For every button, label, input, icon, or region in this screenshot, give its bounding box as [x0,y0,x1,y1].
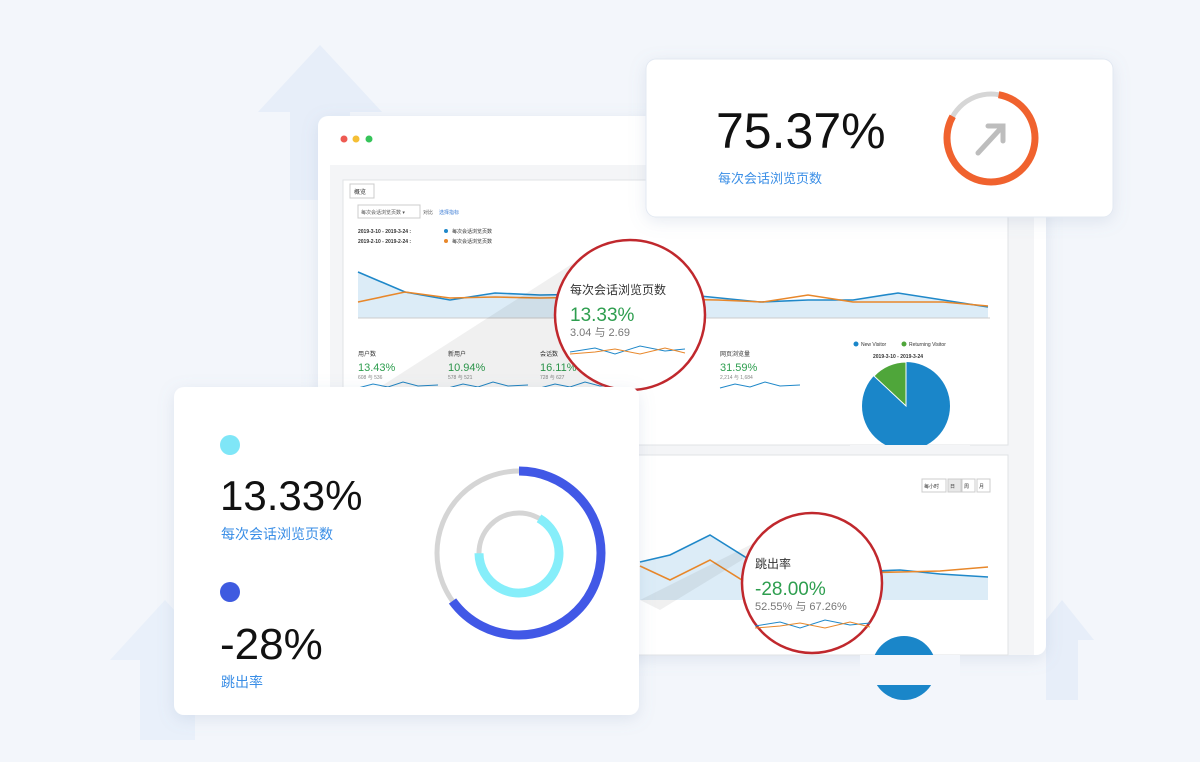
pie-slice [873,361,907,408]
zoom-title: 每次会话浏览页数 [570,282,666,297]
kpi-name: 网页浏览量 [720,350,750,358]
ring-arc [474,508,564,598]
kpi-compare: 2,214 与 1,684 [720,374,753,381]
kpi-name: 新用户 [448,350,466,358]
kpi-compare: 728 与 627 [540,374,565,381]
arrow-icon [975,123,1006,156]
pie-cut [860,655,960,685]
metric-select: 每次会话浏览页数 ▾ [361,209,405,216]
metric-label: 每次会话浏览页数 [221,526,333,542]
kpi-sparkline [447,381,529,389]
kpi-change: 10.94% [448,362,486,374]
top-card-value: 75.37% [716,103,886,159]
period-label: 每小时 [924,483,939,490]
legend-dot [444,239,448,243]
kpi-change: 16.11% [540,362,577,374]
legend-dot [444,229,448,233]
period-button [947,478,962,493]
ring-arc [432,466,606,640]
choose-metric: 选择指标 [439,209,459,216]
period-button [961,478,976,493]
zoom-cone [640,540,760,610]
zoom-change: 13.33% [570,305,635,326]
top-card [645,58,1114,218]
period-label: 日 [950,484,955,490]
date-range: 2019-3-10 - 2019-3-24 : [358,229,411,235]
kpi-name: 会话数 [540,350,558,358]
date-range: 2019-2-10 - 2019-2-24 : [358,239,411,245]
pie-legend: Returning Visitor [909,342,946,348]
metric-value: 13.33% [220,472,362,519]
metric-dot [220,435,240,455]
zoom-change: -28.00% [755,579,826,600]
zoom-sparkline [569,345,686,355]
metric-label: 跳出率 [221,674,263,690]
kpi-name: 用户数 [358,350,376,358]
metric-value: -28% [220,620,323,669]
area [640,535,988,600]
period-button [976,478,991,493]
zoom-sparkline [569,347,686,355]
window-dot [352,135,360,143]
metric-select-box [357,204,421,219]
period-label: 周 [964,484,969,490]
zoom-compare: 3.04 与 2.69 [570,326,630,339]
period-button [921,478,947,493]
window-dot [340,135,348,143]
kpi-compare: 608 与 536 [358,374,383,381]
legend-metric: 每次会话浏览页数 [452,228,492,235]
window-dot [365,135,373,143]
zoom-sparkline [754,621,871,629]
kpi-sparkline [719,381,801,389]
legend-metric: 每次会话浏览页数 [452,238,492,245]
top-card-label: 每次会话浏览页数 [718,171,822,186]
kpi-compare: 578 与 521 [448,374,473,381]
tab [349,183,375,199]
metric-dot [220,582,240,602]
area [358,272,988,318]
legend-dot [853,341,859,347]
period-label: 月 [979,484,984,490]
kpi-sparkline [357,381,439,389]
kpi-change: 31.59% [720,362,758,374]
zoom-sparkline [754,619,871,629]
tab-label: 概览 [354,188,366,196]
legend-dot [901,341,907,347]
zoom-title: 跳出率 [755,556,791,571]
kpi-change: 13.43% [358,362,396,374]
zoom-lens [740,511,884,655]
compare-label: 对比 [423,209,433,216]
pie-date: 2019-3-10 - 2019-3-24 [873,354,923,360]
zoom-compare: 52.55% 与 67.26% [755,600,847,613]
pie-legend: New Visitor [861,342,887,348]
